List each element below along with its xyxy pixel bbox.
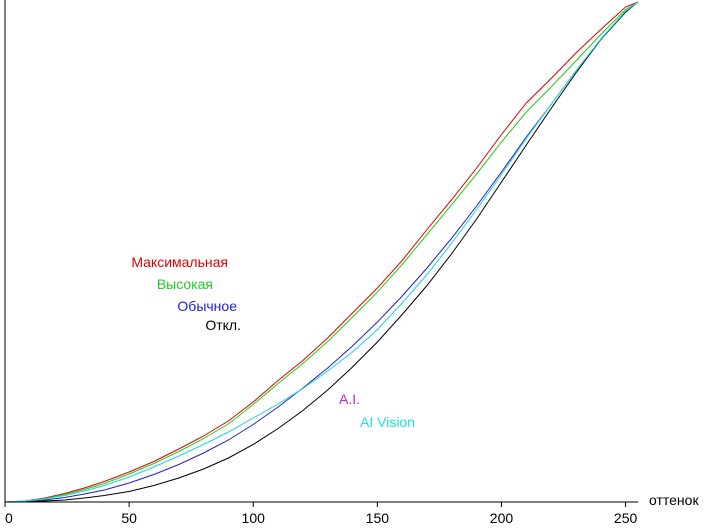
series-line-1	[4, 1, 639, 503]
series-label-1: Максимальная	[131, 254, 228, 270]
series-labels: Максимальная Высокая Обычное Откл. A.I.AI Vi…	[131, 254, 415, 430]
series-line-6	[4, 1, 639, 503]
x-tick-label: 250	[614, 510, 638, 526]
series-label-2: Высокая	[157, 276, 213, 292]
series-label-6: AI Vision	[360, 414, 415, 430]
x-tick-label: 150	[366, 510, 390, 526]
x-tick-label: 0	[5, 510, 13, 526]
x-axis-label: оттенок	[649, 492, 699, 508]
series-label-5: A.I.	[339, 391, 360, 407]
series-line-5	[4, 1, 639, 503]
series-label-3: Обычное	[177, 298, 237, 314]
plot-lines	[4, 1, 639, 503]
series-line-4	[5, 1, 639, 503]
series-line-3	[4, 1, 639, 503]
x-tick-label: 200	[490, 510, 514, 526]
series-line-2	[4, 1, 639, 503]
x-tick-label: 100	[242, 510, 266, 526]
x-ticks	[4, 502, 627, 507]
series-label-4: Откл.	[205, 317, 241, 333]
x-tick-label: 50	[121, 510, 137, 526]
x-tick-labels: 0 50 100 150 200 250	[5, 510, 637, 526]
